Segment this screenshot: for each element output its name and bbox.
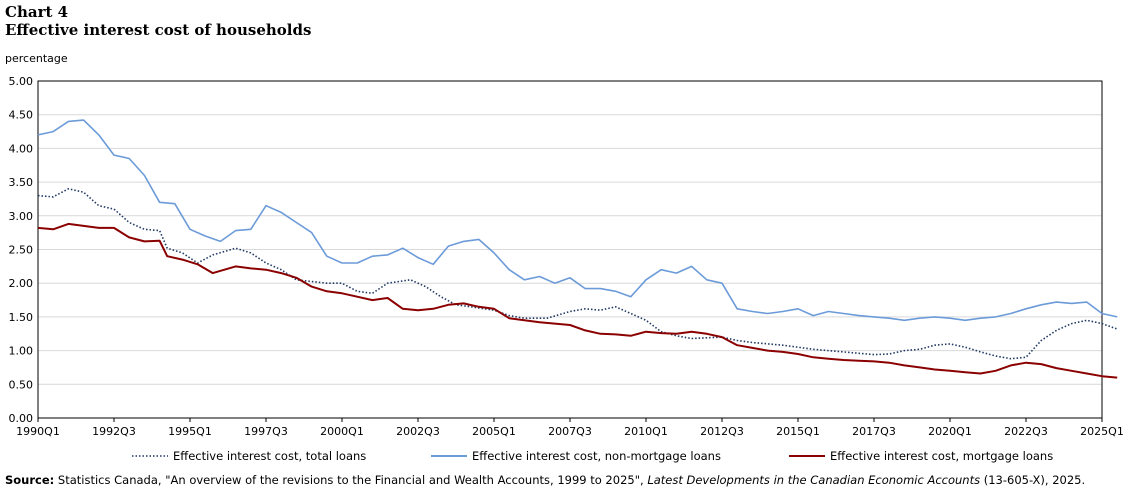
x-tick-label: 2000Q1 <box>320 425 364 438</box>
series-line-mortgage <box>37 222 1118 379</box>
x-tick-label: 2007Q3 <box>548 425 592 438</box>
x-tick-label: 2022Q3 <box>1004 425 1048 438</box>
y-tick-label: 3.00 <box>9 210 34 223</box>
y-tick-label: 1.50 <box>9 311 34 324</box>
x-tick-label: 2010Q1 <box>624 425 668 438</box>
x-tick-label: 1990Q1 <box>16 425 60 438</box>
line-chart: 0.00 0.50 1.00 1.50 2.00 2.50 3.00 3.50 4.00 4.50… <box>9 75 1124 463</box>
x-tick-label: 2015Q1 <box>776 425 820 438</box>
x-tick-label: 2025Q1 <box>1080 425 1124 438</box>
chart-number: Chart 4 <box>5 3 69 21</box>
y-tick-label: 4.50 <box>9 109 34 122</box>
x-tick-label: 1992Q3 <box>92 425 136 438</box>
series-line-total <box>37 188 1118 360</box>
y-axis-unit-label: percentage <box>5 52 68 65</box>
source-note: Source: Statistics Canada, "An overview … <box>5 473 1085 487</box>
source-label: Source: <box>5 473 55 487</box>
x-tick-label: 2005Q1 <box>472 425 516 438</box>
y-axis-ticks: 0.00 0.50 1.00 1.50 2.00 2.50 3.00 3.50 4.00 4.50… <box>9 75 34 425</box>
y-tick-label: 2.00 <box>9 277 34 290</box>
y-tick-label: 5.00 <box>9 75 34 88</box>
series-line-non-mortgage <box>37 119 1118 322</box>
legend-label-mortgage: Effective interest cost, mortgage loans <box>830 449 1053 463</box>
legend-label-non-mortgage: Effective interest cost, non-mortgage lo… <box>472 449 721 463</box>
x-tick-label: 2012Q3 <box>700 425 744 438</box>
y-tick-label: 3.50 <box>9 176 34 189</box>
y-tick-label: 2.50 <box>9 244 34 257</box>
x-tick-label: 1995Q1 <box>168 425 212 438</box>
x-tick-label: 2017Q3 <box>852 425 896 438</box>
x-tick-label: 1997Q3 <box>244 425 288 438</box>
chart-title: Effective interest cost of households <box>5 21 312 39</box>
y-tick-label: 4.00 <box>9 142 34 155</box>
x-axis-ticks: 1990Q1 1992Q3 1995Q1 1997Q3 2000Q1 2002Q3 2005… <box>16 418 1124 438</box>
y-tick-label: 1.00 <box>9 345 34 358</box>
series-lines <box>37 119 1118 379</box>
plot-area-frame <box>37 80 1103 419</box>
gridlines <box>38 80 1102 419</box>
legend: Effective interest cost, total loans Effe… <box>132 449 1053 463</box>
x-tick-label: 2020Q1 <box>928 425 972 438</box>
source-text: Statistics Canada, "An overview of the r… <box>57 473 644 487</box>
source-publication: Latest Developments in the Canadian Econ… <box>647 473 981 487</box>
x-tick-label: 2002Q3 <box>396 425 440 438</box>
source-text-end: (13-605-X), 2025. <box>983 473 1086 487</box>
y-tick-label: 0.00 <box>9 412 34 425</box>
y-tick-label: 0.50 <box>9 378 34 391</box>
legend-label-total: Effective interest cost, total loans <box>173 449 366 463</box>
